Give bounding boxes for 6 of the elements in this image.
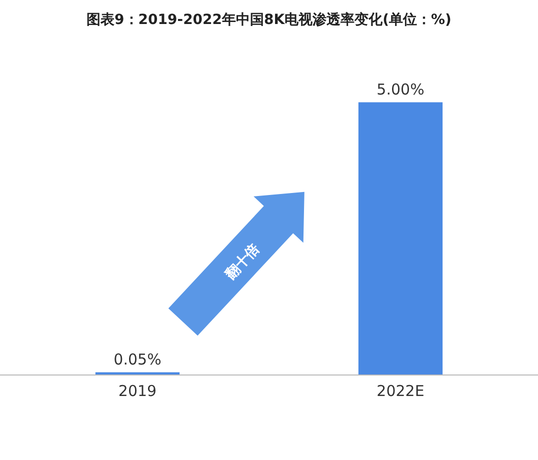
data-label: 5.00% [376,80,424,98]
x-tick-label: 2019 [118,382,157,400]
data-label: 0.05% [114,350,162,368]
chart-title: 图表9：2019-2022年中国8K电视渗透率变化(单位：%) [86,11,452,28]
x-tick-label: 2022E [376,382,424,400]
annotation: 翻十倍 [221,240,264,284]
